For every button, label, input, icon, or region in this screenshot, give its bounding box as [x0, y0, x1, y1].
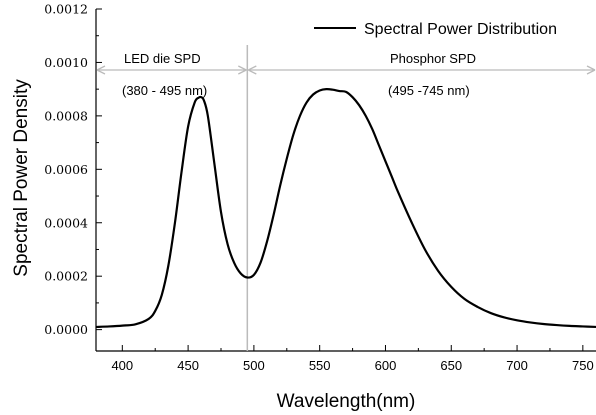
led-range: (380 - 495 nm): [122, 83, 207, 98]
x-tick-label: 400: [111, 358, 133, 373]
spd-series-line: [95, 88, 596, 329]
led-label: LED die SPD: [124, 51, 201, 66]
y-tick-label: 0.0010: [44, 55, 88, 70]
y-tick-label: 0.0002: [44, 269, 88, 284]
y-tick-label: 0.0004: [44, 215, 88, 230]
phosphor-label: Phosphor SPD: [390, 51, 476, 66]
x-tick-label: 550: [309, 358, 331, 373]
x-tick-label: 750: [572, 358, 594, 373]
x-tick-label: 600: [375, 358, 397, 373]
led-arrow-heads: [96, 65, 247, 75]
y-tick-label: 0.0006: [44, 162, 88, 177]
y-axis-title: Spectral Power Density: [11, 79, 32, 277]
phosphor-range: (495 -745 nm): [388, 83, 470, 98]
x-axis-title: Wavelength(nm): [277, 391, 416, 412]
legend: Spectral Power Distribution: [314, 21, 557, 38]
x-tick-label: 500: [243, 358, 265, 373]
y-tick-label: 0.0012: [44, 2, 88, 17]
y-tick-label: 0.0008: [44, 108, 88, 123]
phosphor-arrow-heads: [248, 65, 596, 75]
x-tick-label: 700: [506, 358, 528, 373]
x-tick-label: 650: [440, 358, 462, 373]
legend-entry: Spectral Power Distribution: [364, 21, 557, 38]
y-tick-label: 0.0000: [44, 322, 88, 337]
x-tick-label: 450: [177, 358, 199, 373]
